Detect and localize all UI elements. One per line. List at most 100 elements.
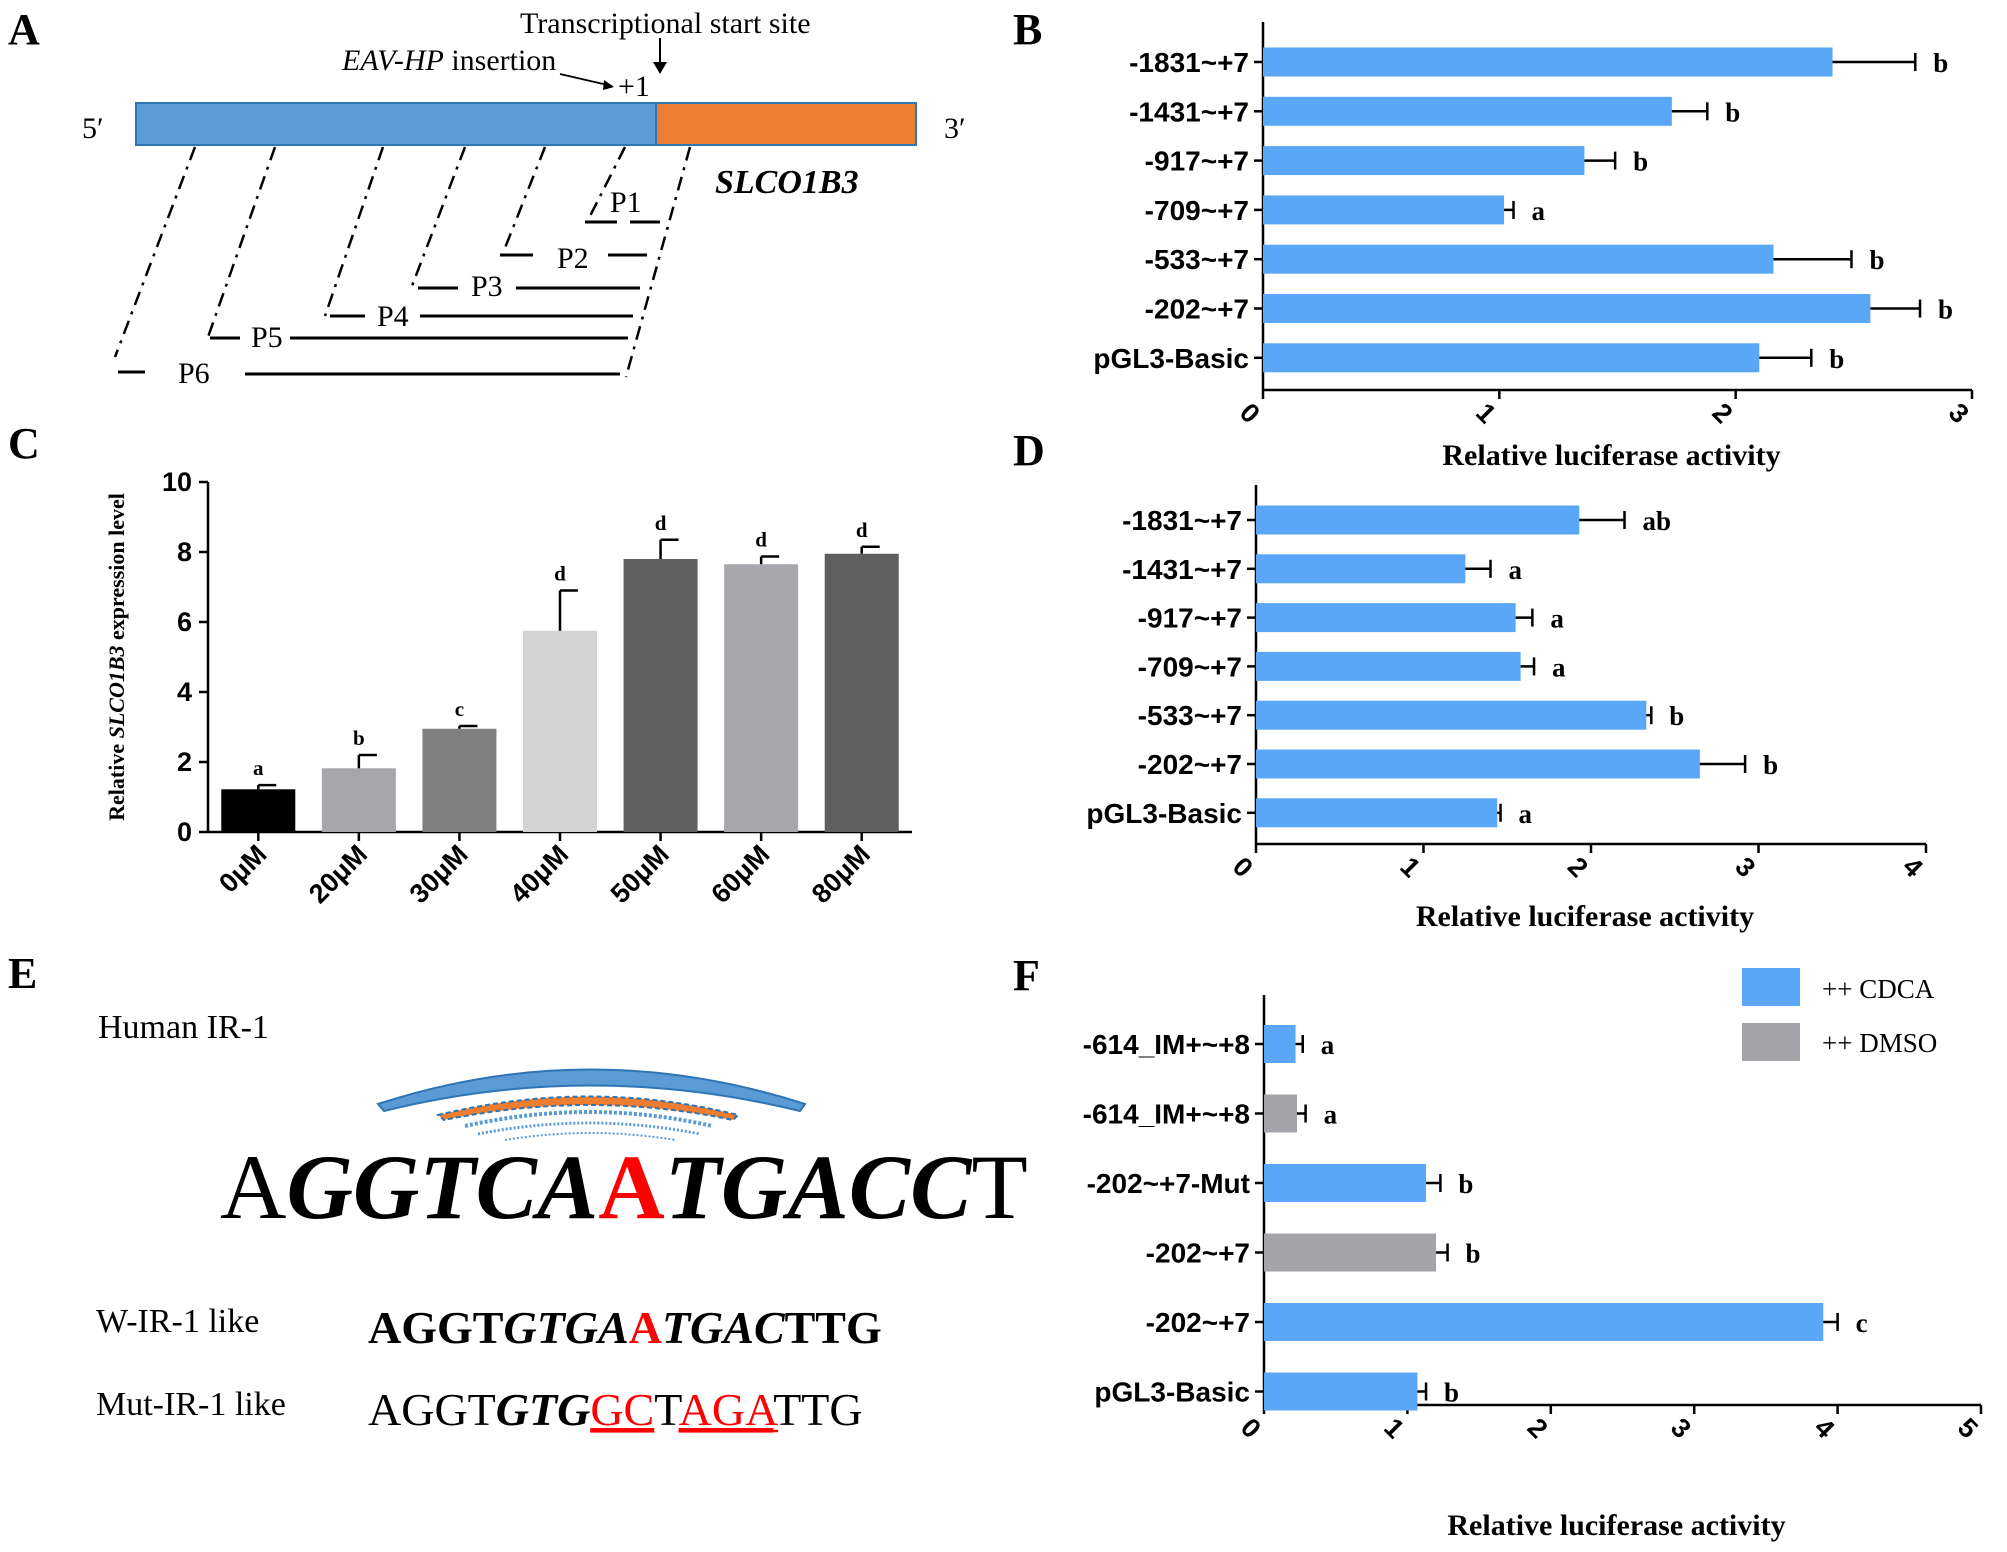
panel-letter-b: B [1013,5,1042,54]
category-label: -614_IM+~+8 [1083,1029,1250,1060]
bar [1256,651,1521,681]
bar [1256,700,1647,730]
seq-segment: AGGT [368,1302,503,1353]
category-label: -533~+7 [1145,244,1249,275]
seq-segment: T [654,1384,682,1435]
bar [1256,554,1466,584]
y-axis-title-prefix: Relative [104,738,129,820]
category-label: -1831~+7 [1129,47,1249,78]
x-tick-label: 60μM [705,839,775,909]
insertion-label: EAV-HP insertion [341,44,556,77]
gene-region [655,102,917,146]
category-label: -614_IM+~+8 [1083,1099,1250,1130]
category-label: -202~+7 [1138,749,1242,780]
tss-label: Transcriptional start site [520,7,811,40]
significance-label: b [1933,48,1948,78]
mut-ir1-sequence: AGGTGTGGCTAGATTG [368,1384,863,1435]
five-prime-label: 5′ [82,112,104,145]
chart-b: 0 1 2 3 -1831~+7 b -1431~+7 b -917~+7 b -709~+7 a -5… [1093,22,1975,472]
seq-segment: AGA [679,1384,778,1435]
bar [824,553,899,832]
category-label: -709~+7 [1145,195,1249,226]
bar [724,564,799,832]
significance-label: ab [1643,506,1672,536]
panel-letter-a: A [8,5,40,54]
seq-segment: A [598,1136,664,1238]
category-label: -202~+7 [1145,294,1249,325]
human-ir1-title: Human IR-1 [98,1009,269,1046]
x-axis-title: Relative luciferase activity [1447,1509,1785,1542]
category-label: -1431~+7 [1129,96,1249,127]
panel-letter-f: F [1013,951,1040,1000]
seq-segment: A [220,1136,286,1238]
seq-segment: A [629,1302,662,1353]
legend-swatch-dmso [1742,1023,1800,1061]
three-prime-label: 3′ [944,112,966,145]
y-tick-label: 4 [177,677,192,707]
gene-name-label: SLCO1B3 [715,164,859,201]
seq-segment: TGAC [662,1302,786,1353]
panel-letter-c: C [8,419,40,468]
bar [1263,47,1833,77]
panel-letter-d: D [1013,426,1045,475]
bar [1263,294,1871,323]
bar [1264,1164,1427,1202]
plus-one-label: +1 [618,70,650,103]
x-tick-label: 40μM [504,839,574,909]
significance-label: d [554,562,566,586]
chart-d: 0 1 2 3 4-1831~+7 ab-1431~+7 a-917~+7 a-709~+7 a… [1086,485,1929,933]
y-tick-label: 2 [177,747,192,777]
significance-label: b [1829,344,1844,374]
fragment-p4: P4 [377,300,409,333]
x-tick-label: 4 [1808,1412,1840,1444]
legend-swatch-cdca [1742,968,1800,1006]
significance-label: d [856,518,868,542]
bar [1263,195,1505,225]
x-tick-label: 0 [1234,397,1266,429]
bar [1256,798,1498,828]
bar [221,789,296,832]
x-tick-label: 1 [1470,397,1502,429]
x-tick-label: 20μM [303,839,373,909]
legend-label-cdca: ++ CDCA [1822,974,1935,1004]
y-tick-label: 0 [177,817,192,847]
significance-label: b [1763,750,1778,780]
chart-f: 0 1 2 3 4 5-614_IM+~+8 a-614_IM+~+8 a-202~+7-Mu… [1083,968,1984,1542]
significance-label: d [655,511,667,535]
fragment-p1: P1 [610,186,642,219]
fragment-lines [118,220,660,376]
significance-label: a [1321,1030,1335,1060]
x-tick-label: 3 [1729,851,1761,883]
x-tick-label: 5 [1952,1412,1984,1444]
tss-arrow-icon [653,38,667,74]
y-axis-title-gene: SLCO1B3 [104,645,129,738]
human-ir1-sequence: AGGTCAATGACCT [220,1136,1028,1238]
category-label: -202~+7 [1146,1238,1250,1269]
bar [1256,749,1700,779]
seq-segment: TGACC [665,1136,973,1238]
seq-segment: GC [590,1384,654,1435]
seq-segment: GTGA [503,1302,628,1353]
x-tick-label: 0μM [213,839,272,898]
bar [1263,343,1760,373]
category-label: -533~+7 [1138,700,1242,731]
promoter-region [135,102,657,146]
x-tick-label: 1 [1378,1412,1410,1444]
x-tick-label: 80μM [806,839,876,909]
bar [523,630,597,832]
significance-label: b [1458,1169,1473,1199]
significance-label: a [1324,1100,1338,1130]
significance-label: b [1725,97,1740,127]
insertion-label-rest: insertion [444,44,557,77]
fragment-connectors [113,146,692,378]
category-label: -1831~+7 [1122,505,1242,536]
chart-c: 0 2 4 6 8 10 0μM a 20μM b 30μM c 40μM d 50μM d 60μM d 80μM… [104,467,912,909]
significance-label: a [1550,604,1564,634]
fragment-p2: P2 [557,242,589,275]
x-axis-title: Relative luciferase activity [1442,439,1780,472]
y-tick-label: 8 [177,537,192,567]
significance-label: b [1633,147,1648,177]
x-tick-label: 0 [1235,1412,1267,1444]
panel-a: A Transcriptional start site EAV-HP inse… [8,5,966,390]
x-tick-label: 4 [1897,851,1929,883]
